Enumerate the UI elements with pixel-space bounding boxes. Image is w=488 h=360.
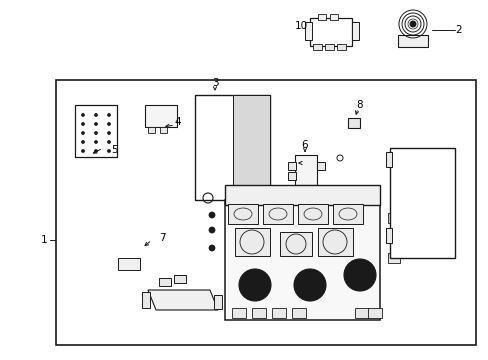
Text: 9: 9 <box>241 271 248 281</box>
Circle shape <box>239 269 270 301</box>
Bar <box>231 308 245 318</box>
Bar <box>389 148 454 258</box>
Bar <box>329 14 337 20</box>
Circle shape <box>356 272 362 278</box>
Circle shape <box>94 113 97 117</box>
Bar <box>316 162 325 170</box>
Circle shape <box>107 140 110 144</box>
Text: 4: 4 <box>174 117 181 127</box>
Text: 3: 3 <box>211 78 218 88</box>
Bar <box>325 44 333 50</box>
Polygon shape <box>148 290 218 310</box>
Bar <box>385 228 391 243</box>
Bar <box>312 44 321 50</box>
Bar <box>287 172 295 180</box>
Bar <box>214 295 222 309</box>
Bar <box>159 278 171 286</box>
Bar <box>224 200 379 320</box>
Bar <box>160 127 167 133</box>
Circle shape <box>94 140 97 144</box>
Bar <box>347 118 359 128</box>
Bar <box>280 232 311 256</box>
Circle shape <box>107 131 110 135</box>
Bar <box>174 275 185 283</box>
Bar <box>232 95 269 200</box>
Bar <box>56 80 475 345</box>
Text: 7: 7 <box>159 233 165 243</box>
Bar <box>271 308 285 318</box>
Bar <box>385 152 391 167</box>
Bar <box>251 308 265 318</box>
Bar <box>142 292 150 308</box>
Circle shape <box>251 282 258 288</box>
Bar <box>317 228 352 256</box>
Circle shape <box>81 131 84 135</box>
Bar <box>118 258 140 270</box>
Circle shape <box>94 122 97 126</box>
Circle shape <box>94 131 97 135</box>
Bar <box>148 127 155 133</box>
Circle shape <box>293 269 325 301</box>
Bar <box>332 204 362 224</box>
Bar <box>232 95 269 200</box>
Circle shape <box>208 245 215 251</box>
Bar <box>287 162 295 170</box>
Circle shape <box>208 212 215 218</box>
Bar <box>351 22 358 40</box>
Circle shape <box>107 149 110 153</box>
Circle shape <box>81 113 84 117</box>
Bar <box>336 44 346 50</box>
Bar <box>317 14 325 20</box>
Circle shape <box>94 149 97 153</box>
Bar <box>387 213 399 223</box>
Text: 8: 8 <box>356 100 363 110</box>
Circle shape <box>81 149 84 153</box>
Bar <box>387 233 399 243</box>
Circle shape <box>81 140 84 144</box>
Bar <box>75 105 117 157</box>
Circle shape <box>107 122 110 126</box>
Bar <box>227 204 258 224</box>
Bar <box>397 35 427 47</box>
Bar <box>263 204 292 224</box>
Circle shape <box>107 113 110 117</box>
Circle shape <box>81 122 84 126</box>
Bar <box>195 95 269 200</box>
Bar <box>224 185 379 205</box>
Bar <box>235 228 269 256</box>
Text: 6: 6 <box>301 140 307 150</box>
Bar <box>309 18 351 46</box>
Text: 5: 5 <box>111 145 118 155</box>
Bar <box>294 155 316 185</box>
Bar <box>387 253 399 263</box>
Text: 1: 1 <box>41 235 47 245</box>
Text: 2: 2 <box>454 25 461 35</box>
Circle shape <box>208 227 215 233</box>
Text: 10: 10 <box>294 21 307 31</box>
Bar <box>305 22 311 40</box>
Circle shape <box>343 259 375 291</box>
Bar <box>291 308 305 318</box>
Circle shape <box>409 21 415 27</box>
Bar <box>297 204 327 224</box>
Circle shape <box>306 282 312 288</box>
Bar <box>367 308 381 318</box>
Bar <box>354 308 368 318</box>
Bar <box>145 105 177 127</box>
